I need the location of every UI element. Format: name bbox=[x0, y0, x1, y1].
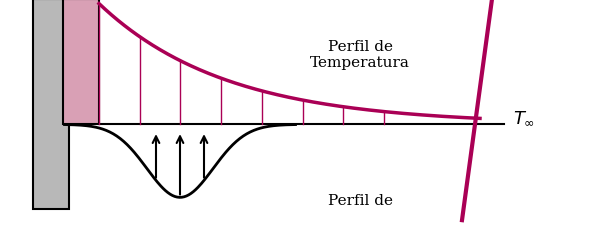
Bar bbox=[33, 0, 69, 209]
Text: $T_\infty$: $T_\infty$ bbox=[513, 109, 535, 127]
Bar bbox=[63, 0, 99, 125]
Text: Perfil de: Perfil de bbox=[328, 193, 392, 207]
Text: Perfil de
Temperatura: Perfil de Temperatura bbox=[310, 39, 410, 69]
